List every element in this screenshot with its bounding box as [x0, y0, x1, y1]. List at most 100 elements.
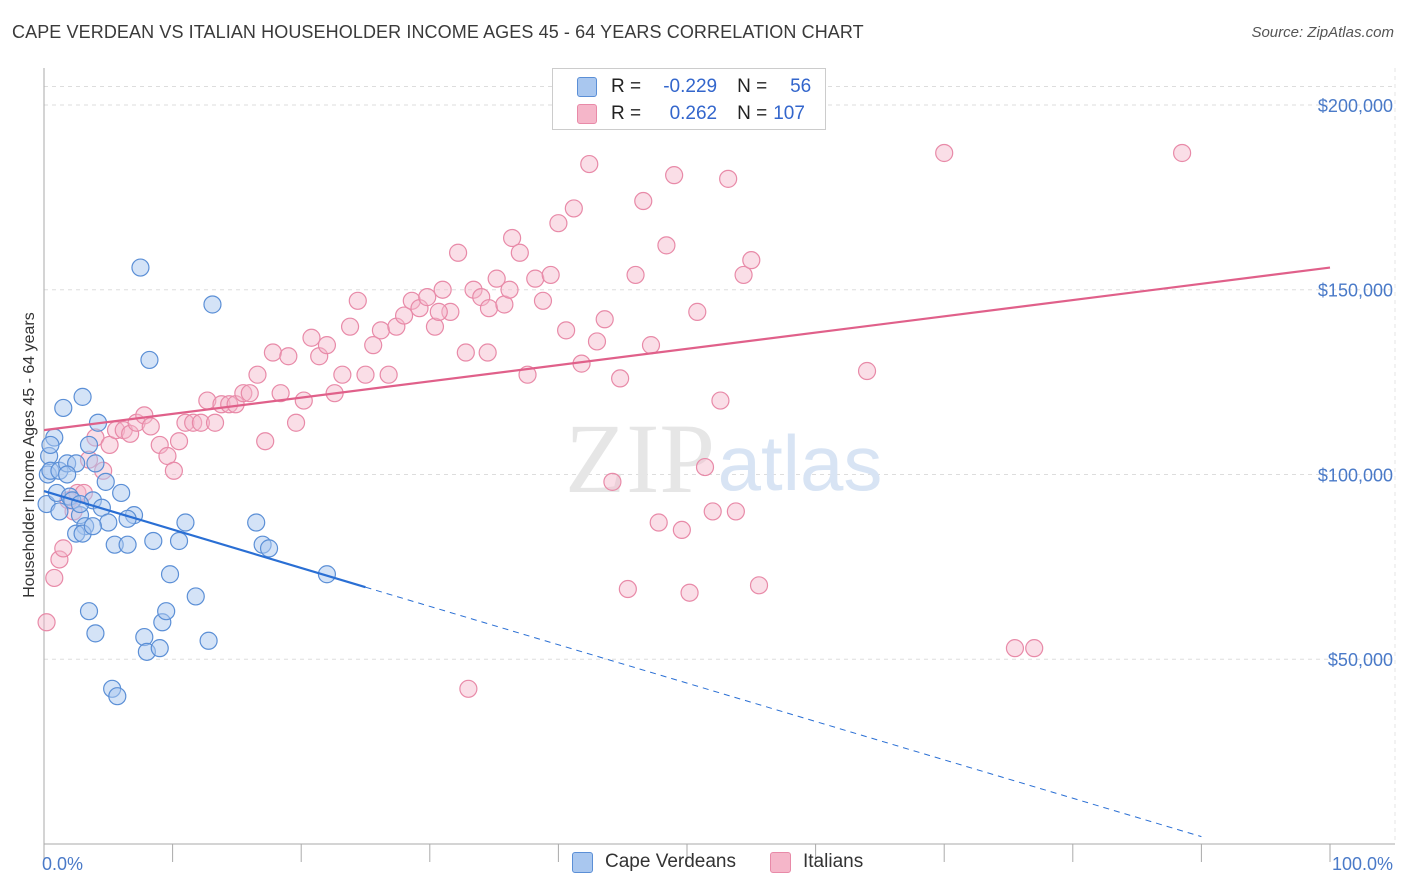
y-tick-labels: $50,000 $100,000 $150,000 $200,000	[1318, 96, 1393, 670]
watermark-atlas: atlas	[718, 419, 883, 507]
data-point-italians	[680, 583, 699, 602]
data-point-italians	[478, 343, 497, 362]
x-tick-label: 0.0%	[42, 854, 83, 874]
legend-swatch-blue	[577, 77, 597, 97]
data-point-italians	[935, 143, 954, 163]
data-point-cape-verdeans	[73, 387, 92, 406]
legend-n-value: 107	[773, 103, 805, 124]
data-point-italians	[394, 306, 414, 325]
data-point-italians	[356, 365, 375, 384]
data-point-italians	[464, 280, 483, 299]
y-tick-label: $100,000	[1318, 465, 1393, 485]
data-point-italians	[176, 413, 195, 432]
data-point-cape-verdeans	[157, 602, 176, 621]
series-cape-verdeans-points	[37, 258, 337, 706]
data-point-italians	[688, 302, 707, 321]
data-point-cape-verdeans	[199, 631, 218, 650]
legend-r-value: -0.229	[663, 76, 718, 97]
legend-row-cape-verdeans: R = -0.229 N = 56	[577, 74, 811, 100]
data-point-cape-verdeans	[160, 565, 180, 584]
data-point-cape-verdeans	[186, 587, 205, 606]
data-point-cape-verdeans	[83, 517, 102, 536]
data-point-cape-verdeans	[96, 472, 115, 491]
data-point-italians	[220, 395, 239, 414]
data-point-italians	[726, 502, 745, 521]
data-point-italians	[672, 520, 691, 540]
data-point-cape-verdeans	[144, 531, 163, 551]
data-point-cape-verdeans	[135, 627, 154, 647]
data-point-cape-verdeans	[203, 295, 222, 314]
series-legend: Cape Verdeans Italians	[0, 851, 1406, 879]
data-point-italians	[371, 321, 391, 340]
series-italians-points	[37, 143, 1192, 698]
data-point-italians	[857, 361, 877, 381]
data-point-italians	[205, 413, 225, 432]
data-point-cape-verdeans	[140, 350, 159, 370]
legend-swatch-pink	[770, 851, 791, 873]
data-point-italians	[749, 576, 769, 595]
data-point-cape-verdeans	[99, 513, 118, 532]
data-point-italians	[580, 154, 599, 174]
data-point-cape-verdeans	[247, 513, 266, 532]
data-point-italians	[256, 432, 275, 451]
data-point-italians	[564, 199, 583, 218]
data-point-italians	[500, 280, 519, 299]
data-point-italians	[557, 321, 576, 340]
data-point-italians	[429, 302, 448, 321]
legend-item-italians[interactable]: Italians	[770, 851, 863, 873]
data-point-cape-verdeans	[79, 602, 99, 621]
data-point-italians	[526, 269, 545, 288]
data-point-italians	[503, 228, 522, 248]
data-point-italians	[271, 384, 290, 403]
data-point-italians	[587, 332, 607, 351]
data-point-italians	[459, 679, 478, 698]
data-point-italians	[611, 369, 630, 388]
legend-swatch-blue	[572, 851, 593, 873]
data-point-italians	[634, 191, 653, 211]
trend-line-italians	[43, 266, 1331, 432]
data-point-italians	[1173, 143, 1192, 163]
data-point-italians	[379, 365, 398, 384]
legend-swatch-pink	[577, 104, 597, 124]
data-point-cape-verdeans	[86, 624, 105, 643]
trend-line-cape-verdeans-extension	[365, 586, 1202, 838]
data-point-italians	[626, 265, 645, 285]
y-axis-label: Householder Income Ages 45 - 64 years	[21, 312, 38, 598]
legend-r-value: 0.262	[669, 103, 718, 124]
data-point-italians	[340, 317, 360, 336]
trend-line-cape-verdeans	[43, 490, 366, 589]
legend-r-label: R =	[611, 76, 642, 97]
data-point-italians	[533, 291, 553, 310]
data-point-italians	[402, 291, 421, 310]
legend-label-cape-verdeans: Cape Verdeans	[605, 851, 736, 872]
legend-row-italians: R = 0.262 N = 107	[577, 101, 817, 127]
data-point-italians	[37, 613, 56, 632]
data-point-cape-verdeans	[41, 435, 60, 455]
trend-lines	[43, 266, 1331, 838]
data-point-italians	[50, 550, 69, 569]
data-point-italians	[121, 424, 140, 443]
data-point-italians	[364, 336, 383, 355]
data-point-italians	[240, 384, 259, 403]
data-point-italians	[456, 343, 475, 362]
data-point-cape-verdeans	[108, 687, 127, 706]
legend-item-cape-verdeans[interactable]: Cape Verdeans	[572, 851, 736, 873]
legend-label-italians: Italians	[803, 851, 864, 872]
data-point-italians	[742, 251, 761, 270]
data-point-italians	[294, 391, 313, 410]
data-point-italians	[54, 539, 73, 558]
data-point-italians	[164, 461, 183, 480]
data-point-italians	[665, 166, 684, 185]
data-point-italians	[487, 269, 506, 288]
data-point-cape-verdeans	[131, 258, 150, 277]
stats-legend: R = -0.229 N = 56 R = 0.262 N = 107	[552, 68, 826, 130]
data-point-italians	[649, 513, 668, 532]
data-point-italians	[348, 291, 367, 310]
watermark-zip: ZIP	[565, 403, 715, 514]
data-point-italians	[184, 413, 203, 432]
data-point-italians	[595, 310, 614, 329]
data-point-italians	[286, 413, 306, 432]
data-point-italians	[734, 265, 753, 285]
data-point-cape-verdeans	[58, 465, 77, 484]
